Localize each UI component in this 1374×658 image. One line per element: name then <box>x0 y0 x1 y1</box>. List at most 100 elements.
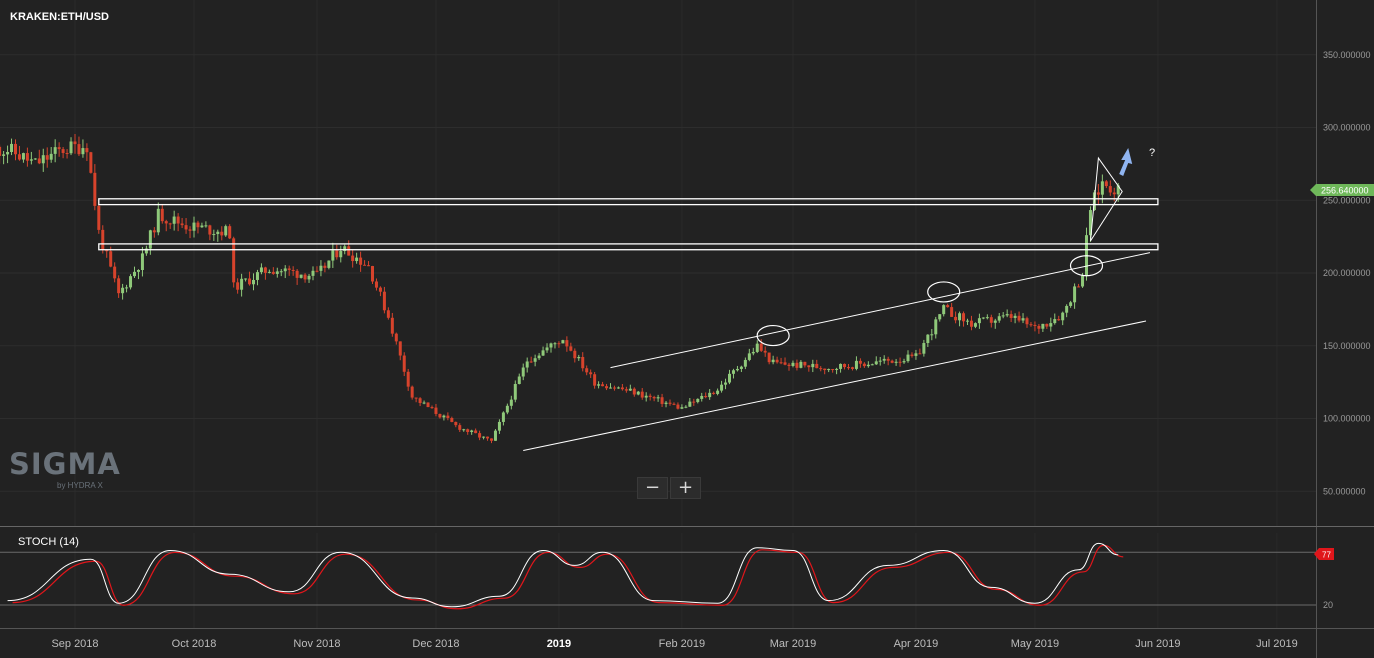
candle-body <box>934 319 938 335</box>
candle-body <box>1021 318 1025 321</box>
candle-body <box>739 366 743 369</box>
candle-body <box>973 323 977 327</box>
time-tick-label: Dec 2018 <box>412 638 459 650</box>
candle-body <box>1116 185 1120 195</box>
candle-body <box>255 272 259 280</box>
candle-body <box>771 359 775 363</box>
candle-body <box>854 360 858 369</box>
candle-body <box>0 146 2 156</box>
candle-body <box>918 353 922 355</box>
candle-body <box>874 361 878 365</box>
candle-body <box>85 148 89 153</box>
candle-body <box>374 281 378 288</box>
candle-body <box>989 317 993 323</box>
candle-body <box>981 317 985 319</box>
candle-body <box>712 392 716 394</box>
triangle-pattern <box>1089 156 1123 242</box>
candle-body <box>271 271 275 274</box>
candle-body <box>291 269 295 271</box>
candle-body <box>410 386 414 398</box>
candle-body <box>553 343 557 345</box>
candle-body <box>632 388 636 395</box>
candle-body <box>946 305 950 308</box>
channel-upper-line <box>610 252 1151 369</box>
candle-body <box>45 155 49 160</box>
candle-body <box>656 397 660 399</box>
zoom-in-button[interactable]: + <box>670 477 701 499</box>
candle-body <box>839 363 843 369</box>
candle-body <box>561 340 565 344</box>
candle-body <box>57 147 61 150</box>
candle-body <box>815 363 819 369</box>
candle-body <box>1057 319 1061 321</box>
candle-body <box>557 343 561 345</box>
candle-body <box>144 248 148 254</box>
candle-body <box>303 274 307 280</box>
candle-body <box>668 402 672 404</box>
zoom-out-button[interactable]: − <box>637 477 668 499</box>
candle-body <box>97 205 101 230</box>
candle-body <box>517 376 521 384</box>
candle-body <box>382 291 386 311</box>
candle-body <box>168 223 172 225</box>
candle-body <box>878 360 882 362</box>
price-tick-label: 250.000000 <box>1323 195 1371 205</box>
candle-body <box>1029 324 1033 326</box>
candle-body <box>664 402 668 404</box>
time-tick-label: Mar 2019 <box>770 638 816 650</box>
candle-body <box>466 429 470 432</box>
time-tick-label: Feb 2019 <box>659 638 705 650</box>
candle-body <box>759 343 763 351</box>
candle-body <box>188 229 192 231</box>
candle-body <box>827 369 831 371</box>
candle-body <box>624 389 628 391</box>
candle-body <box>692 401 696 403</box>
candle-body <box>89 152 93 173</box>
candle-body <box>870 364 874 366</box>
candle-body <box>866 364 870 367</box>
candle-body <box>140 253 144 270</box>
candle-body <box>985 317 989 319</box>
candle-body <box>129 276 133 288</box>
price-tick-label: 300.000000 <box>1323 123 1371 133</box>
candle-body <box>299 274 303 278</box>
candle-body <box>236 282 240 290</box>
candle-body <box>212 234 216 236</box>
candle-body <box>133 271 136 277</box>
candle-body <box>208 225 212 235</box>
candle-body <box>993 320 997 323</box>
candle-body <box>680 407 684 409</box>
candle-body <box>493 430 497 441</box>
candle-body <box>997 316 1001 321</box>
candle-body <box>172 216 176 224</box>
candle-body <box>14 143 17 155</box>
candle-body <box>890 360 894 363</box>
candle-body <box>894 361 898 363</box>
candle-body <box>482 436 486 438</box>
candle-body <box>581 356 585 369</box>
candle-body <box>497 421 501 431</box>
candle-body <box>1049 323 1053 327</box>
candle-body <box>156 208 160 233</box>
candle-body <box>962 313 966 322</box>
candle-body <box>612 387 616 389</box>
candle-body <box>783 362 787 365</box>
trend-drawings <box>98 148 1159 451</box>
candle-body <box>184 225 188 230</box>
highlight-circle <box>927 281 961 303</box>
price-axis: 350.000000 300.000000 250.000000 200.000000… <box>1323 50 1371 497</box>
candle-body <box>490 438 493 441</box>
time-tick-label: Jul 2019 <box>1256 638 1298 650</box>
candle-body <box>228 226 232 239</box>
candle-body <box>700 395 704 399</box>
candle-body <box>529 361 533 363</box>
candle-body <box>755 343 759 352</box>
candle-body <box>438 413 442 418</box>
candle-body <box>541 350 545 356</box>
candle-body <box>1088 210 1092 236</box>
candle-body <box>533 358 537 362</box>
candlestick-series <box>0 134 1120 444</box>
candle-body <box>244 278 248 280</box>
candle-body <box>117 278 121 294</box>
